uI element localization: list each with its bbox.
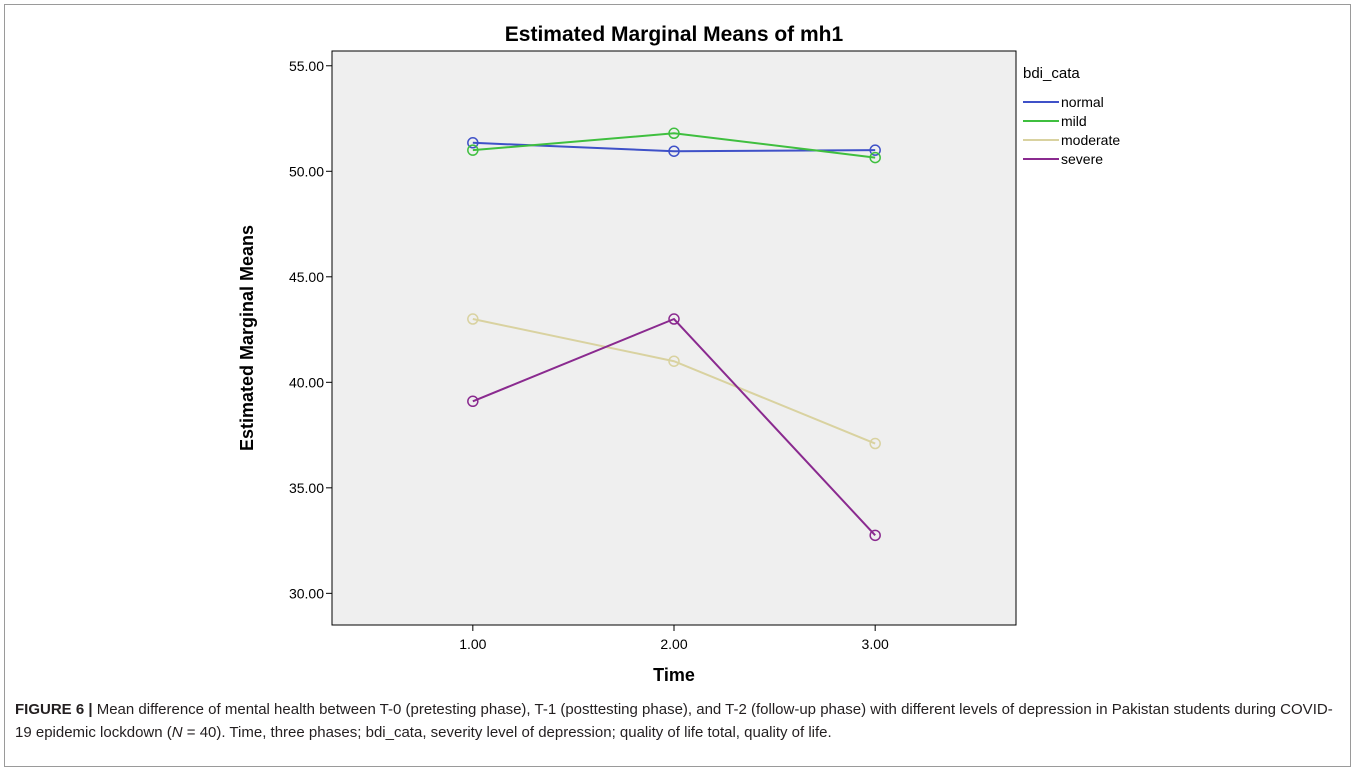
data-point-severe [467,395,479,408]
y-axis-label: Estimated Marginal Means [237,225,257,451]
series-layer [467,127,881,542]
data-point-mild [668,127,680,140]
legend-label-normal: normal [1061,94,1104,110]
series-line-mild [472,132,876,159]
series-line-normal [472,141,876,153]
x-axis-label: Time [653,665,695,685]
x-tick-label: 3.00 [862,636,889,652]
data-point-mild [869,151,881,164]
series-line-moderate [472,318,876,445]
plot-area [331,50,1017,626]
data-point-moderate [668,355,680,367]
data-point-severe [869,529,881,542]
x-tick-label: 2.00 [660,636,687,652]
data-point-mild [467,144,479,156]
caption-label: FIGURE 6 | [15,701,93,718]
chart-title: Estimated Marginal Means of mh1 [505,23,844,46]
figure-frame: Estimated Marginal Means of mh1 Estimate… [4,4,1351,767]
data-point-moderate [467,313,479,325]
legend-label-moderate: moderate [1061,132,1120,148]
series-line-severe [472,317,876,536]
y-tick-label: 55.00 [289,58,324,74]
legend-label-mild: mild [1061,113,1087,129]
y-axis: 30.00 35.00 40.00 45.00 50.00 55.00 [289,58,332,601]
data-point-normal [668,145,680,157]
legend-label-severe: severe [1061,151,1103,167]
caption-text-part2: = 40). Time, three phases; bdi_cata, sev… [182,724,832,741]
y-tick-label: 35.00 [289,480,324,496]
x-tick-label: 1.00 [459,636,486,652]
caption-text-part1: Mean difference of mental health between… [15,701,1333,741]
data-point-normal [467,137,479,149]
y-tick-label: 45.00 [289,269,324,285]
line-chart: Estimated Marginal Means of mh1 Estimate… [237,23,1120,685]
legend: normal mild moderate severe [1023,94,1120,167]
y-tick-label: 40.00 [289,374,324,390]
y-tick-label: 50.00 [289,163,324,179]
y-tick-label: 30.00 [289,585,324,601]
data-point-normal [869,144,881,156]
figure-caption: FIGURE 6 | Mean difference of mental hea… [15,698,1340,744]
caption-n-symbol: N [171,724,183,741]
data-point-moderate [869,437,881,450]
x-axis: 1.00 2.00 3.00 [459,625,889,652]
legend-title: bdi_cata [1023,65,1080,82]
data-point-severe [668,313,680,325]
